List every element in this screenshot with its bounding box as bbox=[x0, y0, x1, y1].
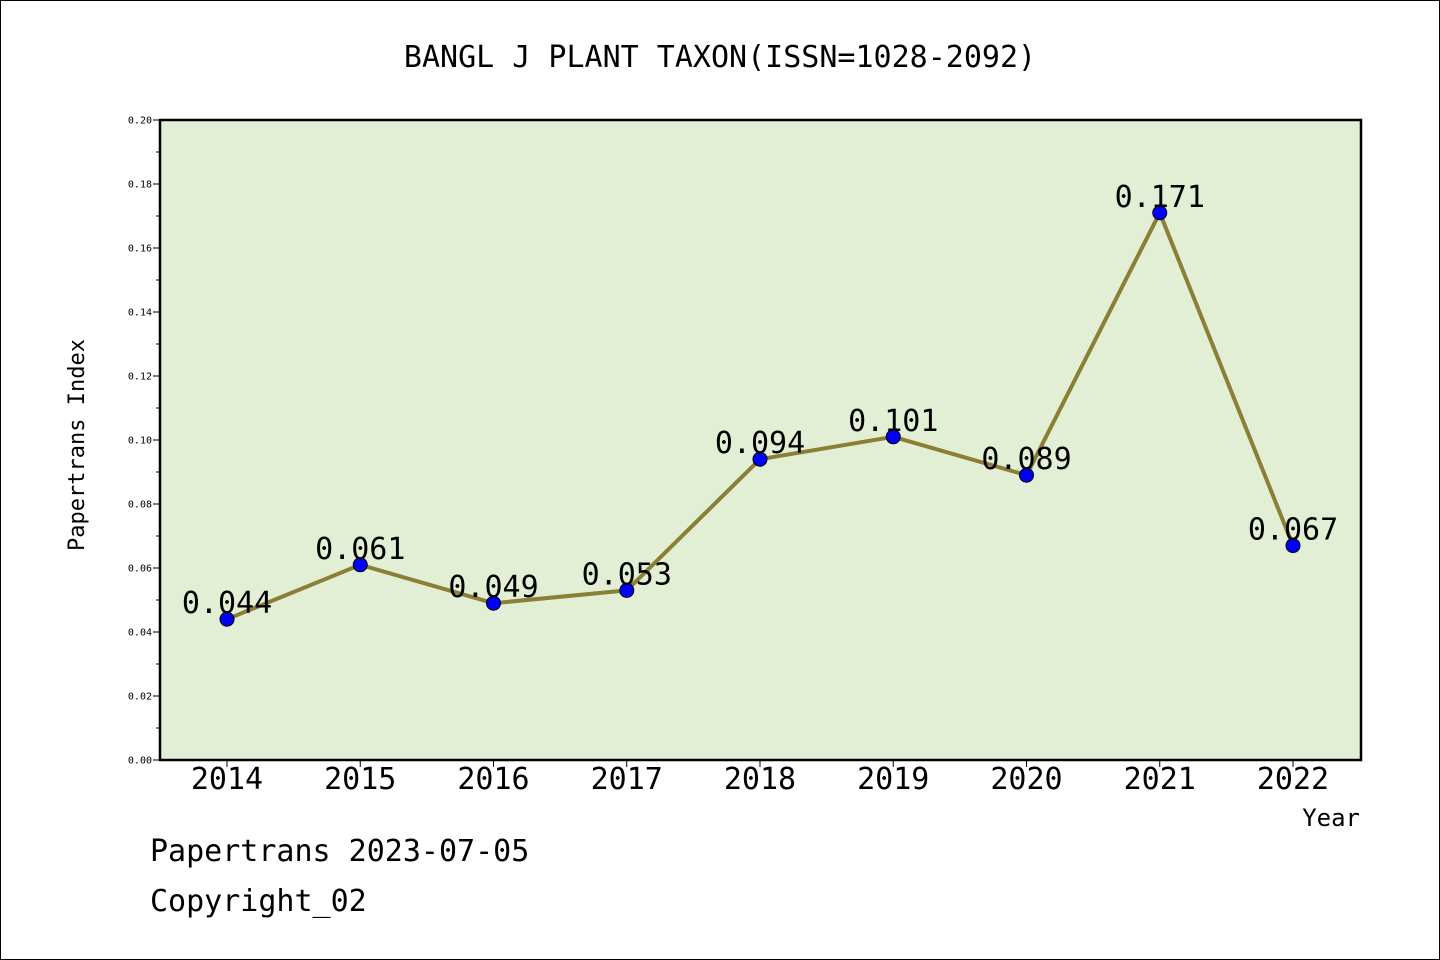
data-label: 0.089 bbox=[981, 442, 1071, 477]
footer-copyright: Copyright_02 bbox=[150, 884, 367, 919]
x-tick-label: 2019 bbox=[857, 762, 929, 797]
data-point bbox=[352, 557, 368, 573]
y-tick-label: 0.08 bbox=[128, 500, 152, 511]
y-tick-label: 0.02 bbox=[128, 692, 152, 703]
x-axis-label: Year bbox=[1302, 804, 1360, 832]
data-label: 0.061 bbox=[315, 532, 405, 567]
y-axis: 0.00 0.02 0.04 0.06 0.08 0.10 0.12 0.14 0.16 0.18… bbox=[128, 116, 160, 767]
data-label: 0.044 bbox=[182, 586, 272, 621]
x-axis: 2014 2015 2016 2017 2018 2019 2020 2021 2022 bbox=[191, 760, 1329, 797]
chart-title: BANGL J PLANT TAXON(ISSN=1028-2092) bbox=[404, 40, 1036, 75]
x-tick-label: 2022 bbox=[1257, 762, 1329, 797]
data-point bbox=[1285, 538, 1301, 554]
y-tick-label: 0.04 bbox=[128, 628, 152, 639]
x-tick-label: 2016 bbox=[457, 762, 529, 797]
y-tick-label: 0.10 bbox=[128, 436, 152, 447]
x-tick-label: 2015 bbox=[324, 762, 396, 797]
y-tick-label: 0.18 bbox=[128, 180, 152, 191]
data-point bbox=[885, 429, 901, 445]
x-tick-label: 2014 bbox=[191, 762, 263, 797]
x-tick-label: 2020 bbox=[990, 762, 1062, 797]
data-point bbox=[486, 595, 501, 611]
y-tick-label: 0.12 bbox=[128, 372, 152, 383]
y-tick-label: 0.14 bbox=[128, 308, 152, 319]
y-axis-label: Papertrans Index bbox=[65, 339, 90, 551]
data-label: 0.049 bbox=[448, 570, 538, 605]
y-tick-label: 0.06 bbox=[128, 564, 152, 575]
data-label: 0.101 bbox=[848, 404, 938, 439]
y-tick-label: 0.16 bbox=[128, 244, 152, 255]
data-point bbox=[1019, 467, 1034, 483]
x-tick-label: 2018 bbox=[724, 762, 796, 797]
data-label: 0.053 bbox=[582, 557, 672, 592]
data-label: 0.171 bbox=[1115, 180, 1205, 215]
plot-area bbox=[160, 120, 1361, 760]
data-label: 0.067 bbox=[1248, 513, 1338, 548]
data-point bbox=[619, 582, 635, 598]
y-tick-label: 0.20 bbox=[128, 116, 152, 127]
data-label: 0.094 bbox=[715, 426, 805, 461]
data-point bbox=[1152, 205, 1168, 221]
x-tick-label: 2017 bbox=[591, 762, 663, 797]
data-point bbox=[752, 451, 768, 467]
data-point bbox=[219, 611, 235, 627]
data-labels: 0.044 0.061 0.049 0.053 0.094 0.101 0.089 0.171… bbox=[182, 180, 1338, 621]
y-tick-label: 0.00 bbox=[128, 756, 152, 767]
x-tick-label: 2021 bbox=[1124, 762, 1196, 797]
data-points bbox=[219, 205, 1301, 627]
footer-date: Papertrans 2023-07-05 bbox=[150, 834, 530, 869]
plot-border bbox=[158, 118, 1363, 762]
